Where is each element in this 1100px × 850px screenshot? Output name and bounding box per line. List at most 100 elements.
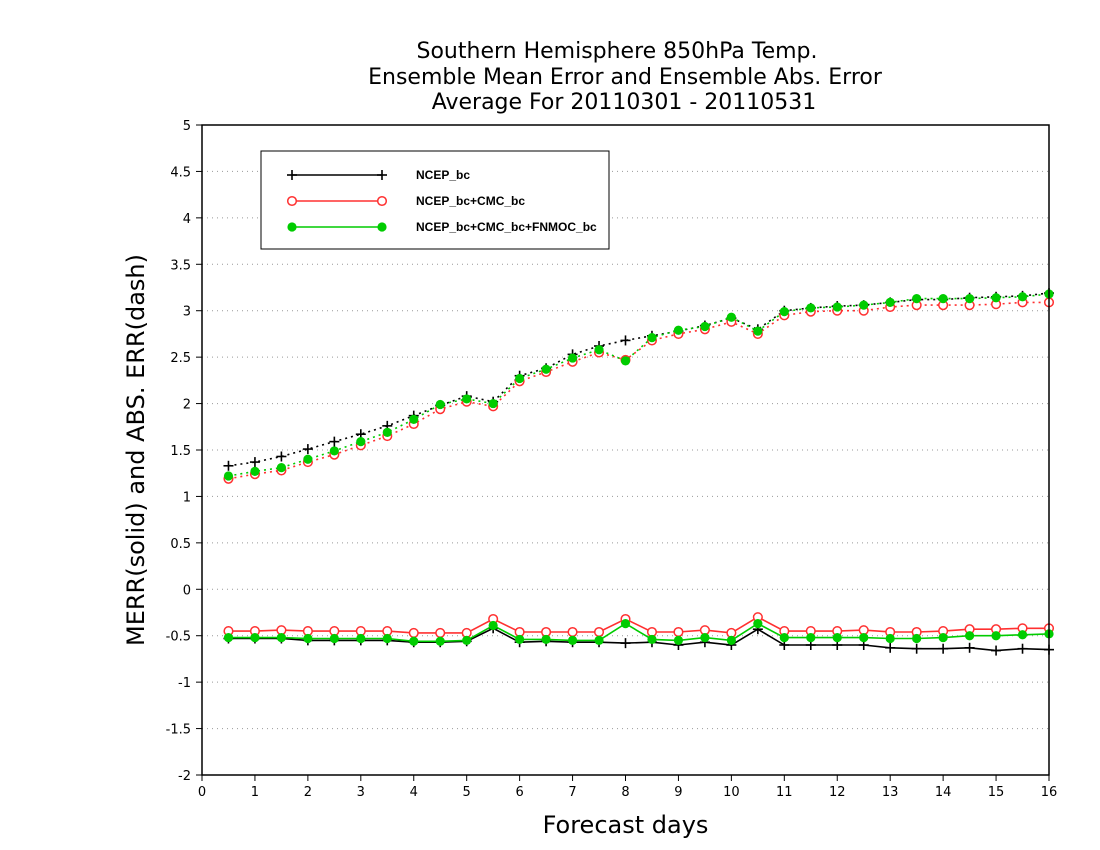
merr-point <box>832 632 842 643</box>
series-ncep-bc <box>223 288 1054 656</box>
abs-err-point <box>806 303 816 313</box>
abs-err-point <box>832 302 842 312</box>
merr-point <box>223 632 234 643</box>
merr-point <box>991 631 1001 641</box>
merr-point <box>859 632 869 643</box>
y-tick-label: 3.5 <box>170 258 191 273</box>
abs-err-point <box>329 446 339 456</box>
legend-marker <box>377 170 387 180</box>
y-tick-label: 5 <box>183 119 191 134</box>
merr-point <box>541 634 551 645</box>
merr-point <box>276 632 287 643</box>
merr-point <box>885 642 896 653</box>
abs-err-point <box>223 471 234 481</box>
abs-err-point <box>329 436 340 447</box>
merr-point <box>1017 630 1028 640</box>
abs-err-line <box>228 301 1049 480</box>
axes: -2-1.5-1-0.500.511.522.533.544.550 1 2 3 4 5 6… <box>166 119 1058 800</box>
chart-title-line-1: Southern Hemisphere 850hPa Temp. <box>417 39 818 64</box>
x-tick-label: 1 <box>251 785 259 800</box>
y-tick-label: 1 <box>183 490 191 505</box>
abs-err-point <box>435 399 445 410</box>
merr-point <box>964 642 975 653</box>
series-layer <box>223 288 1055 656</box>
merr-point <box>462 635 472 645</box>
merr-line <box>228 616 1049 634</box>
x-tick-label: 3 <box>357 785 365 800</box>
abs-err-line <box>228 292 1050 467</box>
merr-point <box>250 632 260 643</box>
x-tick-label: 6 <box>515 785 523 800</box>
y-tick-label: -0.5 <box>166 630 191 645</box>
x-tick-label: 10 <box>723 785 740 800</box>
abs-err-point <box>1017 292 1028 302</box>
x-axis-title: Forecast days <box>543 811 709 839</box>
abs-err-point <box>223 460 234 471</box>
x-tick-label: 14 <box>935 785 952 800</box>
merr-point <box>593 626 605 638</box>
series-ncep-bc-cmc-bc <box>223 297 1055 638</box>
x-tick-label: 4 <box>410 785 418 800</box>
abs-err-point <box>673 325 684 335</box>
merr-point <box>620 638 631 649</box>
merr-point <box>806 632 816 643</box>
abs-err-point <box>594 345 604 355</box>
y-tick-label: 3 <box>183 305 191 320</box>
y-tick-label: -1 <box>178 676 191 691</box>
chart-title-line-3: Average For 20110301 - 20110531 <box>432 90 817 115</box>
legend-marker <box>287 222 297 232</box>
grid <box>202 170 1049 730</box>
abs-err-point <box>409 414 419 424</box>
chart-title-line-2: Ensemble Mean Error and Ensemble Abs. Er… <box>368 65 883 90</box>
x-tick-label: 5 <box>463 785 471 800</box>
y-tick-label: 1.5 <box>170 444 191 459</box>
merr-point <box>408 627 419 638</box>
merr-point <box>356 633 366 644</box>
y-tick-label: 2.5 <box>170 351 191 366</box>
legend-box <box>260 150 610 250</box>
merr-point <box>673 635 684 645</box>
chart-title: Southern Hemisphere 850hPa Temp. Ensembl… <box>368 39 883 115</box>
merr-point <box>779 632 789 643</box>
merr-point <box>964 631 975 641</box>
y-tick-label: 0.5 <box>170 537 191 552</box>
merr-point <box>938 643 949 654</box>
merr-point <box>991 645 1002 656</box>
abs-err-point <box>912 294 922 304</box>
abs-err-point <box>964 294 975 304</box>
x-tick-label: 2 <box>304 785 312 800</box>
x-tick-label: 9 <box>674 785 682 800</box>
merr-point <box>435 636 445 646</box>
legend-label: NCEP_bc <box>416 168 470 182</box>
y-axis-title: MERR(solid) and ABS. ERR(dash) <box>122 254 150 646</box>
merr-point <box>409 636 419 646</box>
legend: NCEP_bc NCEP_bc+CMC_bc NCEP_bc+CMC_bc+FNMO… <box>260 150 610 250</box>
abs-err-point <box>541 364 551 374</box>
x-tick-label: 16 <box>1041 785 1058 800</box>
merr-point <box>673 626 684 638</box>
abs-err-point <box>753 326 763 336</box>
y-tick-label: -2 <box>178 769 191 784</box>
merr-point <box>620 619 631 629</box>
abs-err-point <box>488 398 498 409</box>
y-tick-label: 4 <box>183 212 191 227</box>
merr-point <box>700 632 710 643</box>
legend-label: NCEP_bc+CMC_bc <box>416 194 525 208</box>
legend-marker <box>376 195 388 207</box>
abs-err-point <box>620 356 631 366</box>
abs-err-point <box>938 294 948 304</box>
abs-err-point <box>382 427 392 437</box>
abs-err-point <box>779 307 789 317</box>
merr-point <box>567 635 578 645</box>
merr-point <box>1017 643 1028 654</box>
abs-err-point <box>276 463 287 473</box>
abs-err-point <box>620 335 631 346</box>
x-tick-label: 15 <box>988 785 1005 800</box>
abs-err-point <box>462 394 472 404</box>
legend-marker <box>377 222 387 232</box>
merr-point <box>382 633 392 644</box>
abs-err-point <box>885 297 895 307</box>
merr-point <box>567 626 578 638</box>
merr-point <box>726 635 736 645</box>
